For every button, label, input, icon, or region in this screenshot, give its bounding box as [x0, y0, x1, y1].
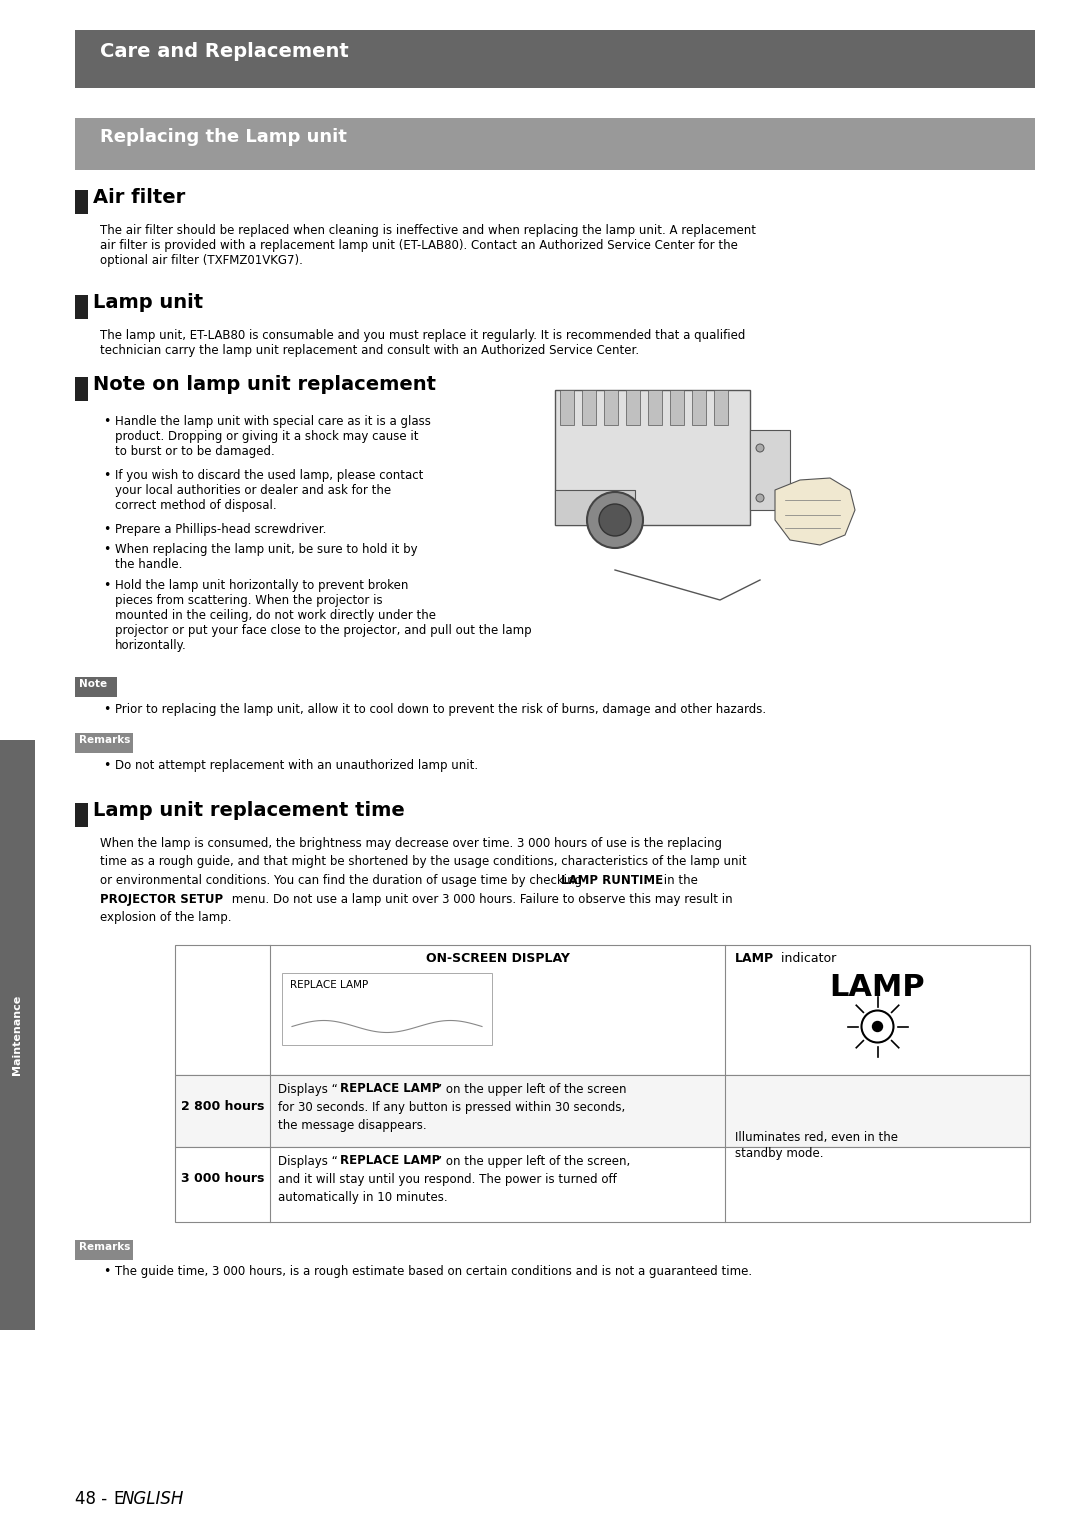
Text: Maintenance: Maintenance: [13, 996, 23, 1075]
Text: in the: in the: [660, 873, 698, 887]
Text: ” on the upper left of the screen: ” on the upper left of the screen: [436, 1083, 626, 1095]
Bar: [75, 676, 117, 696]
Text: •: •: [103, 702, 110, 716]
Text: 2 800 hours: 2 800 hours: [180, 1101, 265, 1113]
Text: or environmental conditions. You can find the duration of usage time by checking: or environmental conditions. You can fin…: [100, 873, 585, 887]
Text: explosion of the lamp.: explosion of the lamp.: [100, 912, 231, 924]
Text: indicator: indicator: [777, 953, 836, 965]
Bar: [75, 733, 133, 753]
Text: PROJECTOR SETUP: PROJECTOR SETUP: [100, 892, 224, 906]
Bar: [75, 803, 87, 828]
Text: •: •: [103, 1266, 110, 1278]
Text: Displays “: Displays “: [278, 1154, 338, 1168]
Circle shape: [756, 444, 764, 452]
Text: automatically in 10 minutes.: automatically in 10 minutes.: [278, 1191, 447, 1203]
Text: •: •: [103, 544, 110, 556]
Text: •: •: [103, 415, 110, 428]
Bar: [75, 31, 1035, 89]
Text: The air filter should be replaced when cleaning is ineffective and when replacin: The air filter should be replaced when c…: [100, 224, 756, 267]
Bar: [75, 377, 87, 402]
Bar: [75, 189, 87, 214]
Text: Hold the lamp unit horizontally to prevent broken
pieces from scattering. When t: Hold the lamp unit horizontally to preve…: [114, 579, 531, 652]
Text: LAMP RUNTIME: LAMP RUNTIME: [561, 873, 663, 887]
Bar: [604, 389, 618, 425]
Text: Illuminates red, even in the
standby mode.: Illuminates red, even in the standby mod…: [735, 1132, 897, 1159]
Text: Lamp unit: Lamp unit: [93, 293, 203, 312]
Text: Displays “: Displays “: [278, 1083, 338, 1095]
Text: REPLACE LAMP: REPLACE LAMP: [291, 980, 368, 991]
Text: •: •: [103, 524, 110, 536]
Text: Note: Note: [79, 680, 107, 689]
Bar: [555, 389, 750, 525]
Text: •: •: [103, 579, 110, 592]
Text: Lamp unit replacement time: Lamp unit replacement time: [93, 802, 405, 820]
Text: When the lamp is consumed, the brightness may decrease over time. 3 000 hours of: When the lamp is consumed, the brightnes…: [100, 837, 723, 851]
Bar: [75, 118, 1035, 169]
Text: time as a rough guide, and that might be shortened by the usage conditions, char: time as a rough guide, and that might be…: [100, 855, 746, 869]
Bar: [692, 389, 706, 425]
Text: •: •: [103, 759, 110, 773]
Text: Remarks: Remarks: [79, 734, 131, 745]
Text: REPLACE LAMP: REPLACE LAMP: [340, 1154, 441, 1168]
Bar: [75, 295, 87, 319]
Circle shape: [873, 1022, 882, 1032]
Text: Prepare a Phillips-head screwdriver.: Prepare a Phillips-head screwdriver.: [114, 524, 326, 536]
Circle shape: [599, 504, 631, 536]
Text: Prior to replacing the lamp unit, allow it to cool down to prevent the risk of b: Prior to replacing the lamp unit, allow …: [114, 702, 766, 716]
Circle shape: [588, 492, 643, 548]
Bar: [75, 1240, 133, 1260]
Circle shape: [756, 495, 764, 502]
Text: Air filter: Air filter: [93, 188, 186, 208]
Bar: [555, 490, 635, 525]
Text: Note on lamp unit replacement: Note on lamp unit replacement: [93, 376, 436, 394]
Polygon shape: [775, 478, 855, 545]
Text: the message disappears.: the message disappears.: [278, 1118, 427, 1132]
Text: ” on the upper left of the screen,: ” on the upper left of the screen,: [436, 1154, 631, 1168]
Text: LAMP: LAMP: [829, 973, 926, 1002]
Text: ON-SCREEN DISPLAY: ON-SCREEN DISPLAY: [426, 953, 569, 965]
Bar: [175, 1147, 1030, 1222]
Bar: [175, 1075, 1030, 1147]
Text: Replacing the Lamp unit: Replacing the Lamp unit: [100, 128, 347, 147]
Text: REPLACE LAMP: REPLACE LAMP: [340, 1083, 441, 1095]
Text: NGLISH: NGLISH: [122, 1490, 185, 1509]
Bar: [582, 389, 596, 425]
Bar: [175, 945, 1030, 1075]
Text: Remarks: Remarks: [79, 1241, 131, 1252]
Text: When replacing the lamp unit, be sure to hold it by
the handle.: When replacing the lamp unit, be sure to…: [114, 544, 418, 571]
Bar: [626, 389, 640, 425]
Text: The guide time, 3 000 hours, is a rough estimate based on certain conditions and: The guide time, 3 000 hours, is a rough …: [114, 1266, 752, 1278]
Text: 48 -: 48 -: [75, 1490, 112, 1509]
Bar: [561, 389, 573, 425]
Bar: [282, 973, 492, 1044]
Text: 3 000 hours: 3 000 hours: [180, 1173, 265, 1185]
Bar: [0, 741, 35, 1330]
Text: E: E: [113, 1490, 123, 1509]
Bar: [714, 389, 728, 425]
Text: and it will stay until you respond. The power is turned off: and it will stay until you respond. The …: [278, 1173, 617, 1185]
Text: •: •: [103, 469, 110, 483]
Text: Do not attempt replacement with an unauthorized lamp unit.: Do not attempt replacement with an unaut…: [114, 759, 478, 773]
Bar: [648, 389, 662, 425]
Text: LAMP: LAMP: [735, 953, 774, 965]
Text: If you wish to discard the used lamp, please contact
your local authorities or d: If you wish to discard the used lamp, pl…: [114, 469, 423, 512]
Text: for 30 seconds. If any button is pressed within 30 seconds,: for 30 seconds. If any button is pressed…: [278, 1101, 625, 1113]
Text: Handle the lamp unit with special care as it is a glass
product. Dropping or giv: Handle the lamp unit with special care a…: [114, 415, 431, 458]
Bar: [750, 431, 789, 510]
Text: The lamp unit, ET-LAB80 is consumable and you must replace it regularly. It is r: The lamp unit, ET-LAB80 is consumable an…: [100, 328, 745, 357]
Text: Care and Replacement: Care and Replacement: [100, 43, 349, 61]
Bar: [670, 389, 684, 425]
Text: menu. Do not use a lamp unit over 3 000 hours. Failure to observe this may resul: menu. Do not use a lamp unit over 3 000 …: [228, 892, 732, 906]
